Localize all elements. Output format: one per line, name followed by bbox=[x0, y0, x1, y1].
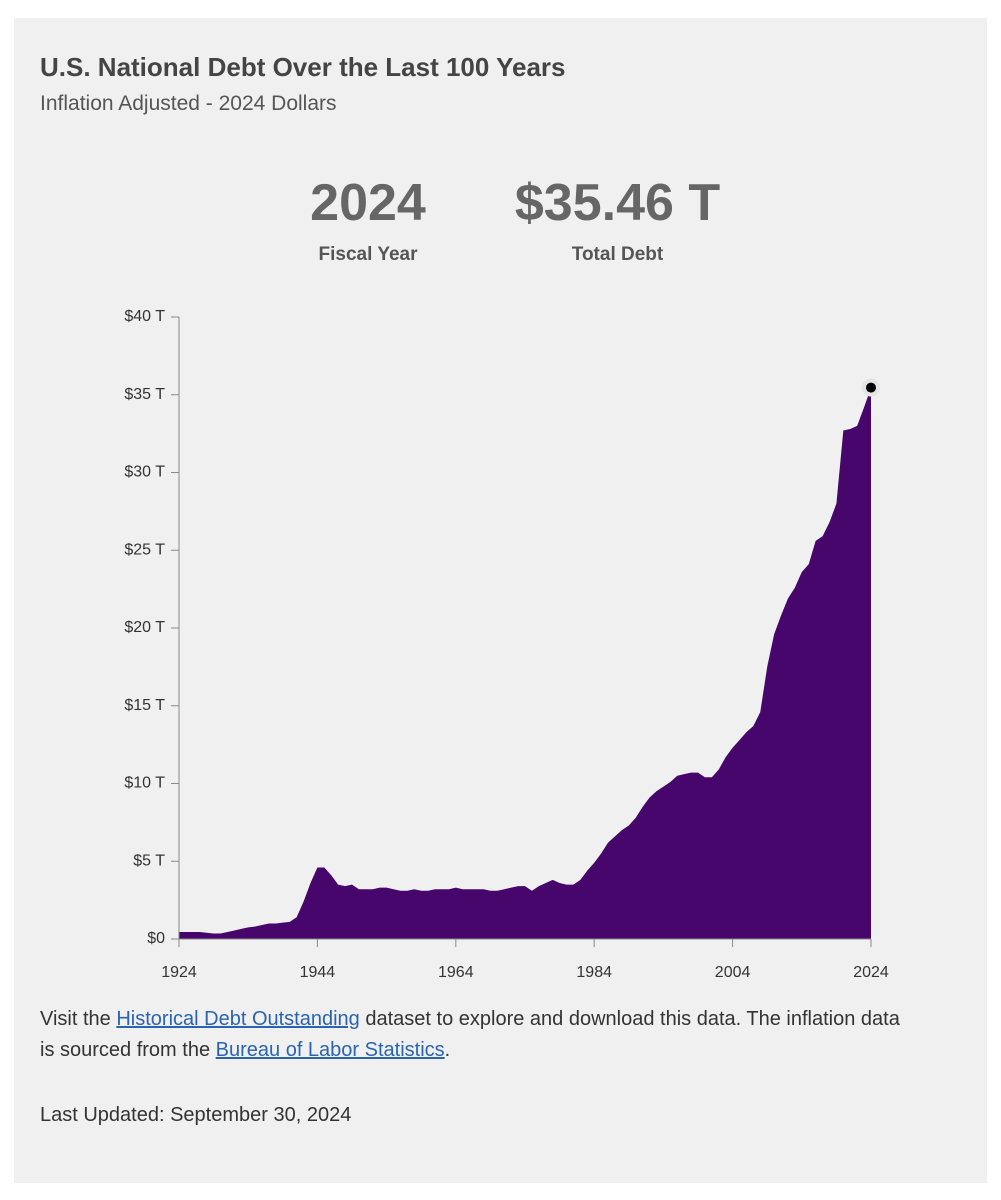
x-tick-label: 1964 bbox=[438, 964, 474, 981]
area bbox=[179, 387, 871, 939]
stat: 2024 Fiscal Year bbox=[268, 168, 468, 266]
text: dataset to explore and download this dat… bbox=[40, 1008, 900, 1061]
link[interactable]: Historical Debt Outstanding bbox=[116, 1008, 360, 1030]
x-tick-label: 1984 bbox=[576, 964, 612, 981]
y-tick-label: $25 T bbox=[124, 541, 165, 558]
y-tick-label: $40 T bbox=[124, 308, 165, 325]
x-tick-label: 1944 bbox=[300, 964, 336, 981]
x-tick-label: 2024 bbox=[853, 964, 889, 981]
footer-text: Visit the Historical Debt Outstanding da… bbox=[40, 1004, 900, 1066]
chart-title: U.S. National Debt Over the Last 100 Yea… bbox=[40, 52, 566, 82]
y-tick-label: $0 bbox=[147, 930, 165, 947]
y-tick-label: $30 T bbox=[124, 464, 165, 481]
stat-label: Fiscal Year bbox=[318, 244, 418, 265]
highlight-point bbox=[866, 382, 876, 393]
last-updated: Last Updated: September 30, 2024 bbox=[40, 1104, 352, 1126]
stat-value: $35.46 T bbox=[514, 174, 721, 232]
text: Visit the bbox=[40, 1008, 111, 1030]
chart: $0 $5 T $10 T $15 T $20 T $25 T $30 T $35 T $40 … bbox=[124, 308, 889, 981]
x-tick-label: 1924 bbox=[161, 964, 197, 981]
text: . bbox=[444, 1039, 451, 1061]
y-tick-label: $5 T bbox=[133, 852, 165, 869]
y-tick-label: $35 T bbox=[124, 386, 165, 403]
y-tick-label: $15 T bbox=[124, 697, 165, 714]
link[interactable]: Bureau of Labor Statistics bbox=[215, 1039, 445, 1061]
stat: $35.46 T Total Debt bbox=[485, 168, 750, 266]
chart-subtitle: Inflation Adjusted - 2024 Dollars bbox=[40, 92, 337, 115]
x-tick-label: 2004 bbox=[715, 964, 751, 981]
y-tick-label: $10 T bbox=[124, 775, 165, 792]
y-tick-label: $20 T bbox=[124, 619, 165, 636]
stat-value: 2024 bbox=[310, 174, 426, 232]
stat-label: Total Debt bbox=[571, 244, 664, 265]
